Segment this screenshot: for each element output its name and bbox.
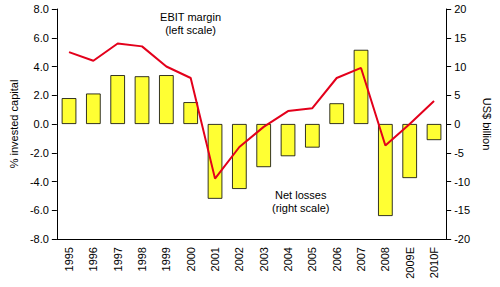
svg-text:1995: 1995 xyxy=(63,247,75,271)
svg-text:% invested capital: % invested capital xyxy=(8,80,20,169)
svg-text:0.0: 0.0 xyxy=(34,118,49,130)
svg-text:10: 10 xyxy=(454,61,466,73)
svg-text:2008: 2008 xyxy=(379,247,391,271)
svg-text:4.0: 4.0 xyxy=(34,61,49,73)
svg-text:(left scale): (left scale) xyxy=(165,24,216,36)
svg-text:15: 15 xyxy=(454,32,466,44)
svg-text:2009E: 2009E xyxy=(404,247,416,279)
svg-text:-15: -15 xyxy=(454,204,470,216)
svg-text:US$ billion: US$ billion xyxy=(481,98,493,151)
svg-text:0: 0 xyxy=(454,118,460,130)
svg-text:2.0: 2.0 xyxy=(34,89,49,101)
svg-text:1996: 1996 xyxy=(87,247,99,271)
svg-text:20: 20 xyxy=(454,3,466,15)
svg-text:2001: 2001 xyxy=(209,247,221,271)
svg-text:Net losses: Net losses xyxy=(275,189,327,201)
svg-text:2003: 2003 xyxy=(258,247,270,271)
svg-text:2007: 2007 xyxy=(355,247,367,271)
svg-text:2004: 2004 xyxy=(282,247,294,271)
svg-text:5: 5 xyxy=(454,89,460,101)
svg-text:1999: 1999 xyxy=(160,247,172,271)
svg-text:-5: -5 xyxy=(454,147,464,159)
svg-text:2005: 2005 xyxy=(306,247,318,271)
svg-text:2000: 2000 xyxy=(185,247,197,271)
svg-text:-6.0: -6.0 xyxy=(30,204,49,216)
svg-text:2006: 2006 xyxy=(331,247,343,271)
svg-text:1998: 1998 xyxy=(136,247,148,271)
svg-text:-20: -20 xyxy=(454,233,470,245)
svg-text:-10: -10 xyxy=(454,176,470,188)
svg-text:(right scale): (right scale) xyxy=(272,202,329,214)
svg-text:8.0: 8.0 xyxy=(34,3,49,15)
svg-text:-8.0: -8.0 xyxy=(30,233,49,245)
svg-text:2010F: 2010F xyxy=(428,247,440,278)
svg-text:-2.0: -2.0 xyxy=(30,147,49,159)
svg-text:-4.0: -4.0 xyxy=(30,176,49,188)
svg-text:EBIT margin: EBIT margin xyxy=(160,11,221,23)
svg-text:2002: 2002 xyxy=(233,247,245,271)
svg-text:1997: 1997 xyxy=(112,247,124,271)
svg-text:6.0: 6.0 xyxy=(34,32,49,44)
